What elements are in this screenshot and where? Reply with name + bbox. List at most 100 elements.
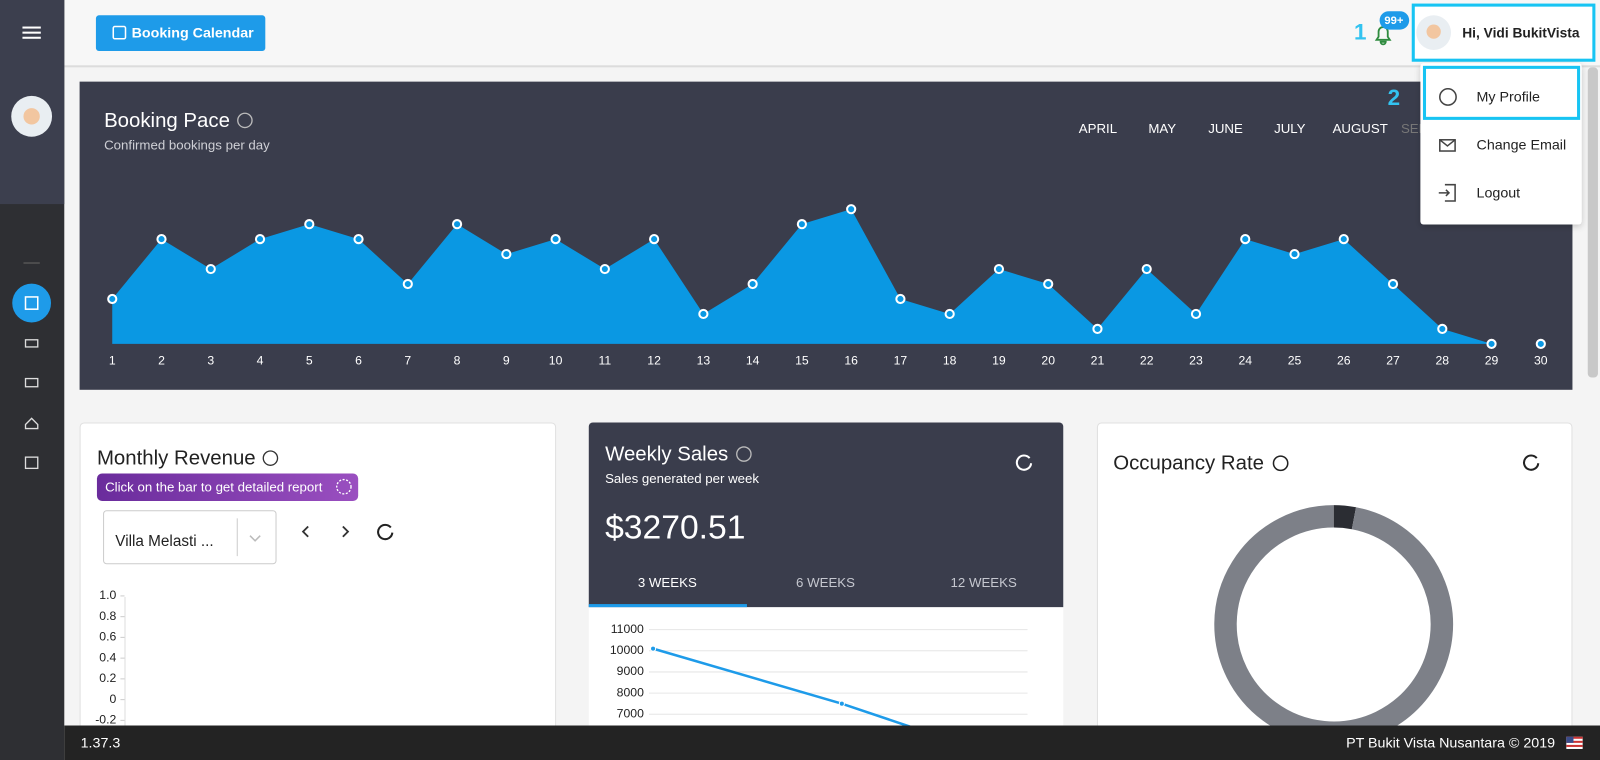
refresh-button[interactable] (1522, 454, 1540, 471)
menu-bar (22, 26, 41, 29)
nav-report[interactable] (24, 456, 39, 470)
month-tab: APRIL (1079, 121, 1117, 136)
highlight (1411, 3, 1596, 62)
my-profile-item[interactable]: My Profile (1422, 65, 1581, 120)
y-tick-label: -0.2 (95, 713, 116, 727)
menu-toggle[interactable] (22, 26, 41, 39)
hint-icon (336, 478, 352, 495)
x-tick-label: 28 (1435, 353, 1449, 367)
x-tick-label: 16 (844, 353, 858, 367)
menu-item: My Profile (1477, 90, 1540, 106)
prev-button[interactable] (301, 525, 309, 538)
month-tab: AUGUST (1333, 121, 1388, 136)
menu-bar (22, 31, 41, 34)
refresh-button[interactable] (1015, 454, 1033, 471)
calendar-icon (112, 25, 127, 40)
nav-active (12, 283, 52, 323)
nav-table[interactable] (24, 377, 39, 388)
month-tab: JUNE (1208, 121, 1243, 136)
point (1141, 263, 1152, 275)
point (698, 308, 709, 320)
scrollbar[interactable] (1587, 67, 1598, 378)
point (993, 263, 1005, 275)
profile-icon (1439, 88, 1457, 106)
flag-stripe (1566, 736, 1583, 739)
button-label: Booking Calendar (132, 25, 255, 41)
x-tick-label: 19 (992, 353, 1006, 367)
flag-canton (1566, 736, 1574, 743)
x-tick-label: 13 (697, 353, 711, 367)
point (1387, 278, 1399, 290)
x-tick-label: 5 (306, 353, 313, 367)
info-icon[interactable] (736, 446, 752, 462)
y-tick-label: 0.2 (99, 671, 116, 685)
point (304, 219, 315, 230)
notifications[interactable]: 99+ (1374, 11, 1410, 46)
logout-item[interactable]: Logout (1438, 183, 1520, 202)
point (1437, 323, 1448, 335)
nav-home[interactable] (24, 417, 39, 430)
y-tick-label: 0 (110, 692, 117, 706)
point (1486, 338, 1497, 349)
point (1289, 248, 1300, 260)
y-tick-label: 0.8 (99, 609, 116, 623)
highlight (1422, 65, 1581, 120)
greeting: Hi, Vidi BukitVista (1462, 25, 1580, 40)
y-tick-label: 0.4 (99, 650, 116, 664)
change-email-item[interactable]: Change Email (1439, 138, 1566, 154)
point (402, 278, 413, 290)
x-tick-label: 10 (549, 353, 563, 367)
y-tick-label: 9000 (617, 664, 644, 678)
point (796, 219, 808, 230)
flag-stripe (1566, 740, 1583, 743)
nav-dashboard[interactable] (12, 283, 52, 323)
profile-button[interactable]: Hi, Vidi BukitVista (1411, 3, 1596, 62)
refresh-button[interactable] (377, 523, 394, 541)
x-tick-label: 25 (1288, 353, 1302, 367)
x-tick-label: 3 (207, 353, 214, 367)
select-box (103, 510, 277, 565)
next-button[interactable] (342, 525, 350, 538)
axis-line (124, 596, 126, 730)
x-tick-label: 11 (599, 353, 612, 367)
info-icon[interactable] (1272, 455, 1289, 472)
info-icon[interactable] (262, 450, 279, 466)
card-subtitle: Sales generated per week (605, 471, 759, 486)
nav-list[interactable] (24, 339, 39, 348)
button-bg (95, 15, 266, 52)
info-icon[interactable] (237, 112, 253, 129)
point (846, 204, 857, 215)
copyright: PT Bukit Vista Nusantara © 2019 (1346, 736, 1555, 752)
mail-flap (1439, 139, 1456, 147)
version: 1.37.3 (81, 736, 121, 752)
property-select[interactable]: Villa Melasti ... (103, 510, 277, 565)
total: $3270.51 (605, 509, 745, 546)
point (501, 248, 512, 260)
point (205, 263, 216, 275)
annotation: 2 (1388, 85, 1400, 110)
panel-title: Booking Pace (104, 110, 230, 132)
x-tick-label: 12 (647, 353, 661, 367)
x-tick-label: 8 (454, 353, 461, 367)
y-tick-label: 10000 (610, 643, 644, 657)
flag-icon[interactable] (1566, 736, 1583, 749)
x-tick-label: 30 (1534, 353, 1548, 367)
card-title: Monthly Revenue (97, 448, 256, 470)
tab: 3 WEEKS (638, 575, 697, 590)
point (649, 645, 657, 652)
profile-menu (1420, 63, 1582, 225)
point (254, 234, 266, 245)
x-tick-label: 9 (503, 353, 510, 367)
point (1092, 323, 1103, 335)
weekly-sales-chart: 3 WEEKS 6 WEEKS 12 WEEKS 7000 8000 9000 10000 1… (588, 575, 1028, 726)
x-tick-label: 29 (1485, 353, 1499, 367)
point (747, 278, 758, 290)
point (1535, 338, 1546, 349)
nav-icon (24, 296, 39, 310)
x-tick-label: 6 (355, 353, 362, 367)
mail-icon (1439, 139, 1456, 152)
badge: 99+ (1384, 15, 1403, 27)
booking-calendar-button[interactable]: Booking Calendar (95, 15, 266, 52)
point (156, 234, 167, 245)
